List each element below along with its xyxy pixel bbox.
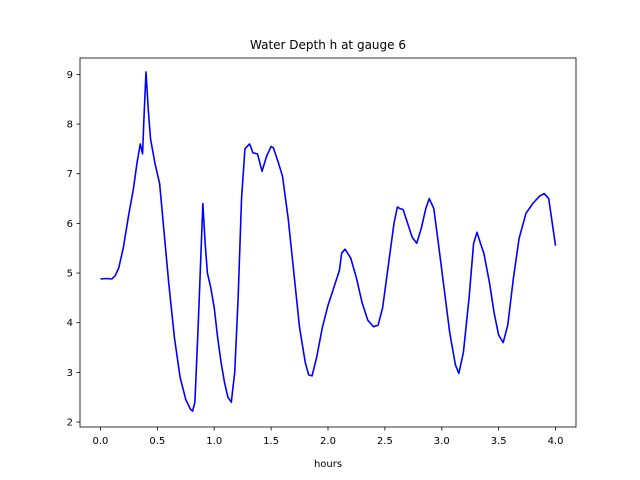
y-tick-label: 3 bbox=[67, 368, 73, 379]
x-tick-label: 3.5 bbox=[491, 436, 507, 447]
series-group bbox=[100, 71, 557, 412]
plot-frame bbox=[79, 57, 577, 428]
x-axis-label: hours bbox=[314, 459, 342, 470]
x-tick-label: 4.0 bbox=[548, 436, 564, 447]
y-tick-label: 7 bbox=[67, 169, 73, 180]
series-line-0 bbox=[100, 71, 557, 412]
y-tick-label: 6 bbox=[67, 219, 73, 230]
y-tick-label: 8 bbox=[67, 120, 73, 131]
x-tick-label: 2.5 bbox=[377, 436, 393, 447]
y-tick-label: 9 bbox=[67, 70, 73, 81]
x-tick-label: 1.0 bbox=[206, 436, 222, 447]
x-tick-label: 0.5 bbox=[149, 436, 165, 447]
x-tick-label: 3.0 bbox=[434, 436, 450, 447]
chart-title: Water Depth h at gauge 6 bbox=[250, 38, 406, 52]
x-tick-label: 1.5 bbox=[263, 436, 279, 447]
x-tick-label: 2.0 bbox=[320, 436, 336, 447]
y-tick-label: 2 bbox=[67, 418, 73, 429]
y-tick-label: 4 bbox=[67, 318, 73, 329]
x-tick-label: 0.0 bbox=[93, 436, 109, 447]
x-axis: 0.0 0.5 1.0 1.5 2.0 2.5 3.0 3.5 4.0 bbox=[93, 427, 564, 447]
y-axis: 2 3 4 5 6 7 8 9 bbox=[67, 70, 80, 429]
y-tick-label: 5 bbox=[67, 269, 73, 280]
